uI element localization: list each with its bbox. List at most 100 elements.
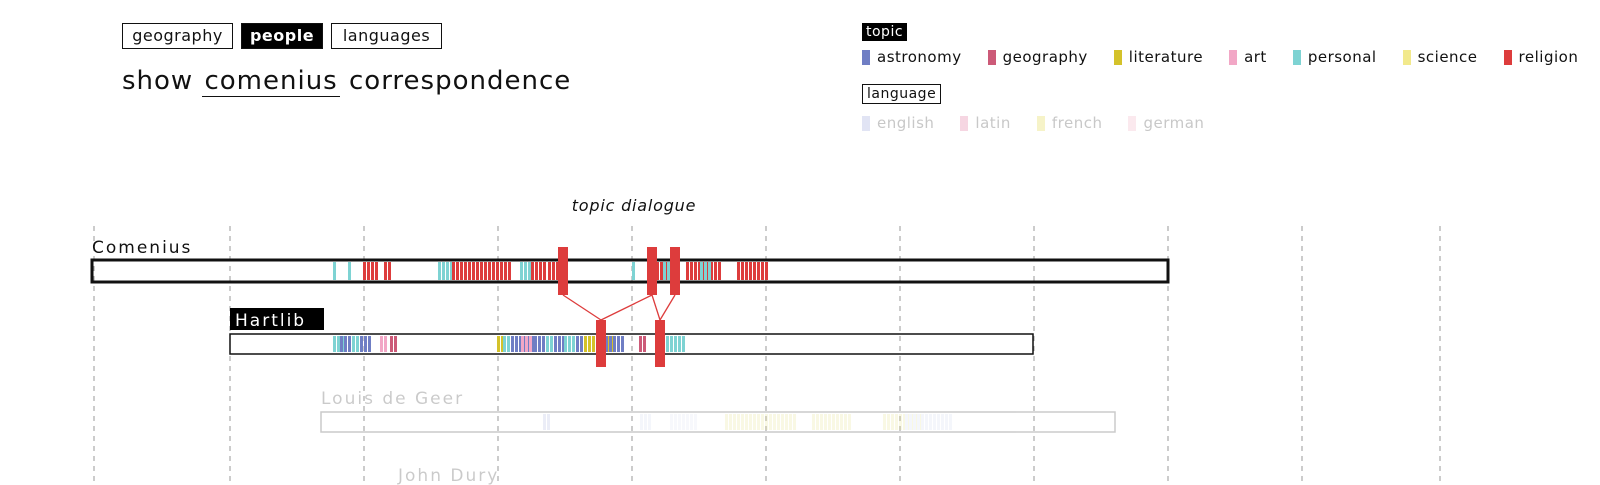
legend-language-french[interactable]: french [1036, 114, 1103, 132]
letter-mark[interactable] [523, 336, 526, 352]
letter-mark[interactable] [617, 336, 620, 352]
letter-mark[interactable] [937, 414, 940, 430]
letter-mark[interactable] [371, 262, 374, 280]
dialogue-links[interactable] [558, 247, 680, 367]
letter-mark[interactable] [456, 262, 459, 280]
letter-mark[interactable] [725, 414, 728, 430]
legend-language-german[interactable]: german [1128, 114, 1204, 132]
letter-mark[interactable] [356, 336, 359, 352]
dialogue-letter-comenius[interactable] [670, 247, 680, 295]
letter-mark[interactable] [542, 336, 545, 352]
letter-mark[interactable] [729, 414, 732, 430]
letter-mark[interactable] [670, 336, 673, 352]
letter-mark[interactable] [543, 262, 546, 280]
tab-geography[interactable]: geography [122, 23, 233, 49]
letter-mark[interactable] [887, 414, 890, 430]
letter-mark[interactable] [348, 262, 351, 280]
letter-mark[interactable] [718, 262, 721, 280]
letter-mark[interactable] [476, 262, 479, 280]
letter-mark[interactable] [832, 414, 835, 430]
letter-mark[interactable] [515, 336, 518, 352]
letter-mark[interactable] [682, 336, 685, 352]
letter-mark[interactable] [765, 262, 768, 280]
dialogue-letter-comenius[interactable] [558, 247, 568, 295]
letter-mark[interactable] [496, 262, 499, 280]
tab-people[interactable]: people [241, 23, 323, 49]
letter-mark[interactable] [895, 414, 898, 430]
letter-mark[interactable] [562, 336, 565, 352]
letter-mark[interactable] [460, 262, 463, 280]
letter-mark[interactable] [704, 262, 707, 280]
letter-mark[interactable] [531, 262, 534, 280]
letter-mark[interactable] [390, 336, 393, 352]
letter-mark[interactable] [384, 262, 387, 280]
letter-mark[interactable] [580, 336, 583, 352]
letter-mark[interactable] [632, 262, 635, 280]
letter-mark[interactable] [690, 262, 693, 280]
letter-mark[interactable] [520, 262, 523, 280]
timeline-bar[interactable] [229, 333, 1034, 355]
letter-mark[interactable] [640, 414, 643, 430]
letter-mark[interactable] [333, 262, 336, 280]
letter-mark[interactable] [824, 414, 827, 430]
letter-mark[interactable] [686, 262, 689, 280]
letter-mark[interactable] [781, 414, 784, 430]
letter-mark[interactable] [388, 262, 391, 280]
letter-mark[interactable] [660, 262, 663, 280]
letter-mark[interactable] [698, 262, 701, 280]
letter-mark[interactable] [380, 336, 383, 352]
letter-mark[interactable] [464, 262, 467, 280]
timeline-comenius[interactable]: Comenius [90, 238, 1170, 284]
letter-mark[interactable] [450, 262, 453, 280]
letter-mark[interactable] [741, 414, 744, 430]
letter-mark[interactable] [503, 336, 506, 352]
timeline-hartlib[interactable]: Hartlib [229, 308, 1034, 355]
dialogue-letter-hartlib[interactable] [596, 320, 606, 367]
letter-mark[interactable] [375, 262, 378, 280]
letter-mark[interactable] [793, 414, 796, 430]
letter-mark[interactable] [674, 414, 677, 430]
letter-mark[interactable] [682, 414, 685, 430]
letter-mark[interactable] [848, 414, 851, 430]
letter-mark[interactable] [769, 414, 772, 430]
tab-languages[interactable]: languages [331, 23, 442, 49]
letter-mark[interactable] [519, 336, 522, 352]
legend-topic-religion[interactable]: religion [1503, 48, 1579, 66]
letter-mark[interactable] [438, 262, 441, 280]
letter-mark[interactable] [564, 336, 567, 352]
letter-mark[interactable] [621, 336, 624, 352]
legend-topic-literature[interactable]: literature [1113, 48, 1203, 66]
letter-mark[interactable] [367, 262, 370, 280]
letter-mark[interactable] [492, 262, 495, 280]
letter-mark[interactable] [702, 262, 705, 280]
letter-mark[interactable] [690, 414, 693, 430]
letter-mark[interactable] [384, 336, 387, 352]
topic-filter-label[interactable]: topic [862, 23, 908, 41]
letter-mark[interactable] [539, 262, 542, 280]
letter-mark[interactable] [337, 336, 340, 352]
letter-mark[interactable] [500, 262, 503, 280]
letter-mark[interactable] [613, 336, 616, 352]
letter-mark[interactable] [785, 414, 788, 430]
letter-mark[interactable] [678, 336, 681, 352]
letter-mark[interactable] [674, 336, 677, 352]
letter-mark[interactable] [737, 414, 740, 430]
letter-mark[interactable] [446, 262, 449, 280]
letter-mark[interactable] [737, 262, 740, 280]
letter-mark[interactable] [757, 262, 760, 280]
dialogue-letter-hartlib[interactable] [655, 320, 665, 367]
letter-mark[interactable] [883, 414, 886, 430]
letter-mark[interactable] [364, 336, 367, 352]
legend-language-english[interactable]: english [862, 114, 934, 132]
letter-mark[interactable] [497, 336, 500, 352]
timeline-bar[interactable] [90, 258, 1170, 284]
letter-mark[interactable] [903, 414, 906, 430]
letter-mark[interactable] [484, 262, 487, 280]
letter-mark[interactable] [913, 414, 916, 430]
legend-language-latin[interactable]: latin [960, 114, 1010, 132]
letter-mark[interactable] [733, 414, 736, 430]
letter-mark[interactable] [777, 414, 780, 430]
letter-mark[interactable] [933, 414, 936, 430]
letter-mark[interactable] [844, 414, 847, 430]
letter-mark[interactable] [789, 414, 792, 430]
